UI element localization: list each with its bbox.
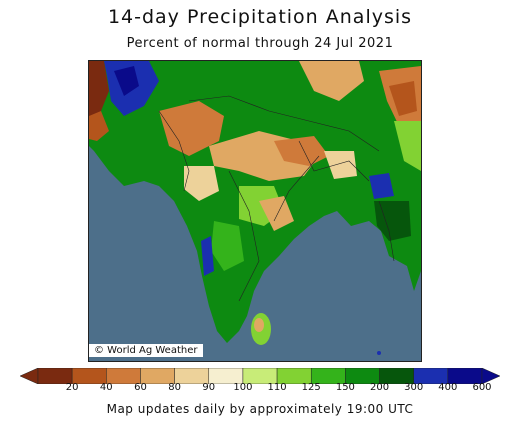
island-marker	[377, 351, 381, 355]
legend-label: 90	[202, 382, 216, 393]
moderate-zone-far-east	[394, 121, 421, 171]
precipitation-map	[88, 60, 422, 362]
dry-zone-gangetic	[274, 136, 329, 166]
legend-colorbar	[19, 368, 501, 384]
dry-zone-northwest-india	[159, 101, 224, 156]
legend-label: 100	[233, 382, 253, 393]
sri-lanka-dry-patch	[254, 318, 264, 332]
country-boundaries	[158, 95, 395, 302]
wet-zone-myanmar	[374, 201, 411, 241]
dry-zone-north	[299, 61, 364, 101]
very-wet-zone-northwest	[114, 66, 139, 96]
dry-zone-deccan	[259, 196, 294, 231]
legend-label: 40	[99, 382, 113, 393]
legend-label: 150	[335, 382, 355, 393]
legend-label: 400	[438, 382, 458, 393]
legend-scale-labels: 20 40 60 80 90 100 110 125 150 200 300 400 600	[0, 382, 520, 396]
legend-label: 80	[168, 382, 181, 393]
dry-zone-west-edge	[89, 111, 109, 141]
very-wet-zone-west-coast	[201, 236, 214, 276]
map-subtitle: Percent of normal through 24 Jul 2021	[126, 36, 394, 51]
legend-label: 110	[267, 382, 287, 393]
legend-label: 20	[65, 382, 79, 393]
dry-zone-east	[324, 151, 357, 179]
legend-label: 600	[472, 382, 492, 393]
legend-arrow-right	[481, 368, 501, 384]
map-title: 14-day Precipitation Analysis	[107, 6, 413, 28]
dry-zone-northeast-core	[389, 81, 417, 116]
dry-zone-western-india	[184, 166, 219, 201]
legend-label: 60	[134, 382, 147, 393]
legend-label: 125	[301, 382, 321, 393]
wet-zone-south-india	[211, 221, 244, 271]
legend-label: 300	[404, 382, 424, 393]
legend-label: 200	[369, 382, 390, 393]
map-graphic	[89, 61, 421, 361]
map-footer-note: Map updates daily by approximately 19:00…	[106, 402, 414, 416]
dry-zone-west	[89, 61, 109, 121]
map-credit: © World Ag Weather	[89, 344, 203, 357]
wet-zone-bangladesh	[369, 173, 394, 199]
